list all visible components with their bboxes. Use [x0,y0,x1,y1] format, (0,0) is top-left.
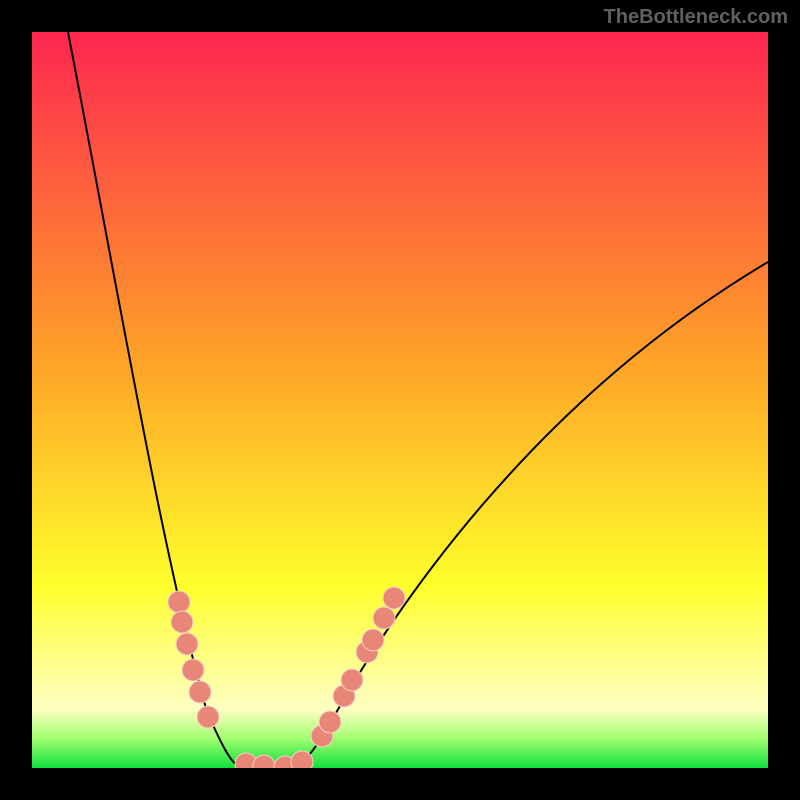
marker-left-1 [171,611,193,633]
left-curve [68,32,272,768]
marker-left-5 [197,706,219,728]
marker-right-8 [373,607,395,629]
marker-left-0 [168,591,190,613]
marker-right-9 [383,587,405,609]
marker-left-2 [176,633,198,655]
chart-svg [0,0,800,800]
marker-right-3 [319,711,341,733]
marker-right-7 [362,629,384,651]
marker-left-4 [189,681,211,703]
marker-left-3 [182,659,204,681]
marker-right-5 [341,669,363,691]
watermark-text: TheBottleneck.com [604,6,788,29]
marker-right-1 [291,751,313,773]
marker-left-7 [253,755,275,777]
